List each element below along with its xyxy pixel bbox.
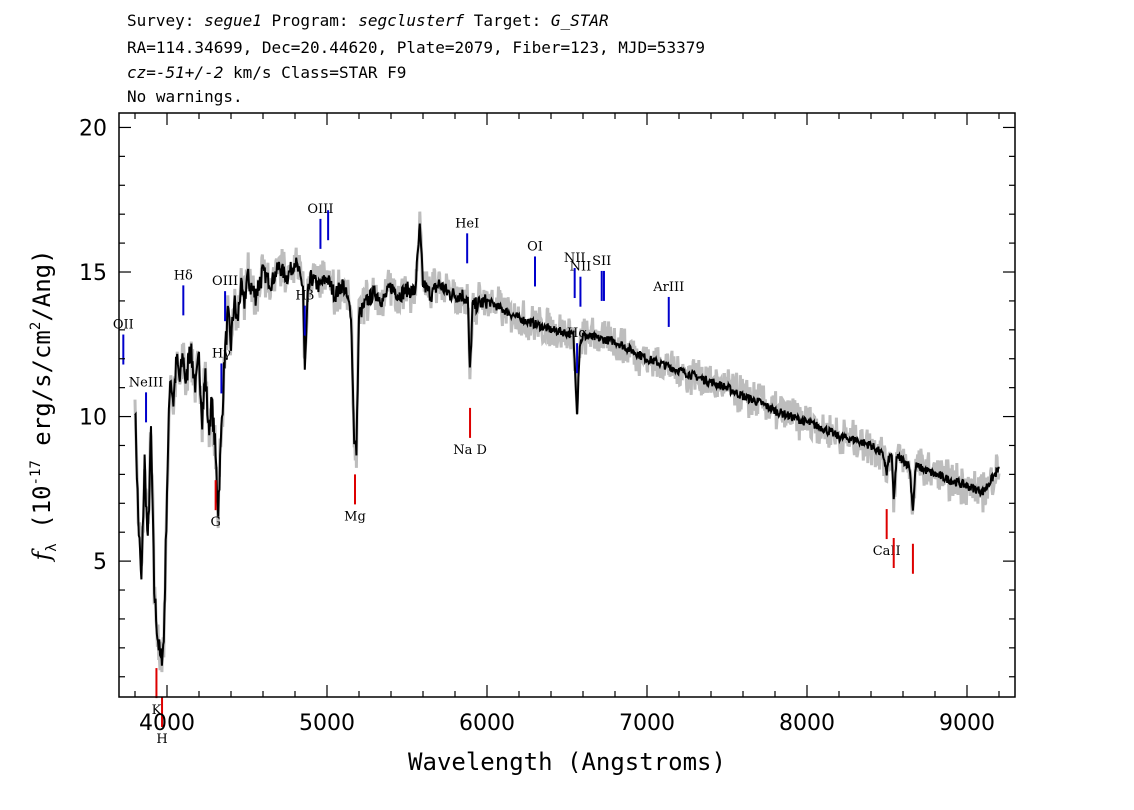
svg-text:fλ (10-17 erg/s/cm2/Ang): fλ (10-17 erg/s/cm2/Ang): [28, 249, 60, 562]
axis-ticks: 4000 5000 6000 7000 8000 9000 5 10 15 20: [79, 113, 1015, 736]
emission-line-label: NeIII: [129, 375, 163, 390]
y-tick-label: 10: [79, 406, 107, 431]
header-line-2: RA=114.34699, Dec=20.44620, Plate=2079, …: [127, 38, 705, 57]
absorption-line-label: K: [152, 703, 162, 718]
target-value: G_STAR: [550, 11, 609, 30]
emission-line-label: NII: [570, 260, 592, 275]
emission-line-label: HeI: [455, 216, 479, 231]
y-tick-label: 5: [93, 550, 107, 575]
plot-frame: [118, 112, 1016, 698]
program-value: segclusterf: [358, 11, 465, 30]
plot-area: [133, 211, 1001, 673]
emission-line-label: Hγ: [212, 346, 231, 361]
y-axis-label: fλ (10-17 erg/s/cm2/Ang): [28, 249, 60, 562]
survey-value: segue1: [204, 11, 262, 30]
emission-line-label: OII: [113, 318, 134, 333]
absorption-line-label: G: [210, 515, 220, 530]
cz-label: cz=: [127, 63, 156, 82]
emission-line-label: OI: [527, 239, 543, 254]
emission-line-label: Hα: [567, 326, 587, 341]
emission-line-label: Hβ: [295, 289, 314, 304]
absorption-line-label: Mg: [344, 509, 366, 524]
header-line-4: No warnings.: [127, 87, 243, 106]
x-axis-label: Wavelength (Angstroms): [408, 748, 726, 776]
y-tick-label: 20: [79, 116, 107, 141]
emission-line-label: NII: [564, 251, 586, 266]
y-tick-label: 15: [79, 261, 107, 286]
program-label: Program:: [261, 11, 359, 30]
cz-unit: km/s Class=STAR F9: [223, 63, 407, 82]
absorption-line-label: CaII: [873, 544, 901, 559]
x-tick-label: 8000: [779, 711, 835, 736]
x-tick-label: 6000: [459, 711, 515, 736]
emission-line-label: OIII: [212, 274, 238, 289]
target-label: Target:: [464, 11, 551, 30]
emission-line-label: Hδ: [174, 268, 193, 283]
absorption-line-label: Na D: [453, 443, 487, 458]
absorption-line-label: H: [156, 732, 167, 747]
x-tick-label: 7000: [619, 711, 675, 736]
x-tick-label: 5000: [299, 711, 355, 736]
header-line-3: cz=-51+/-2 km/s Class=STAR F9: [127, 64, 406, 82]
header-line-1: Survey: segue1 Program: segclusterf Targ…: [127, 12, 609, 30]
emission-line-label: OIII: [307, 202, 333, 217]
x-tick-label: 9000: [939, 711, 995, 736]
spectrum-flux-line: [134, 223, 1000, 666]
x-tick-label: 4000: [139, 711, 195, 736]
survey-label: Survey:: [127, 11, 205, 30]
emission-line-label: ArIII: [652, 280, 684, 295]
cz-value: -51+/-2: [155, 63, 224, 82]
emission-line-label: SII: [592, 254, 611, 269]
